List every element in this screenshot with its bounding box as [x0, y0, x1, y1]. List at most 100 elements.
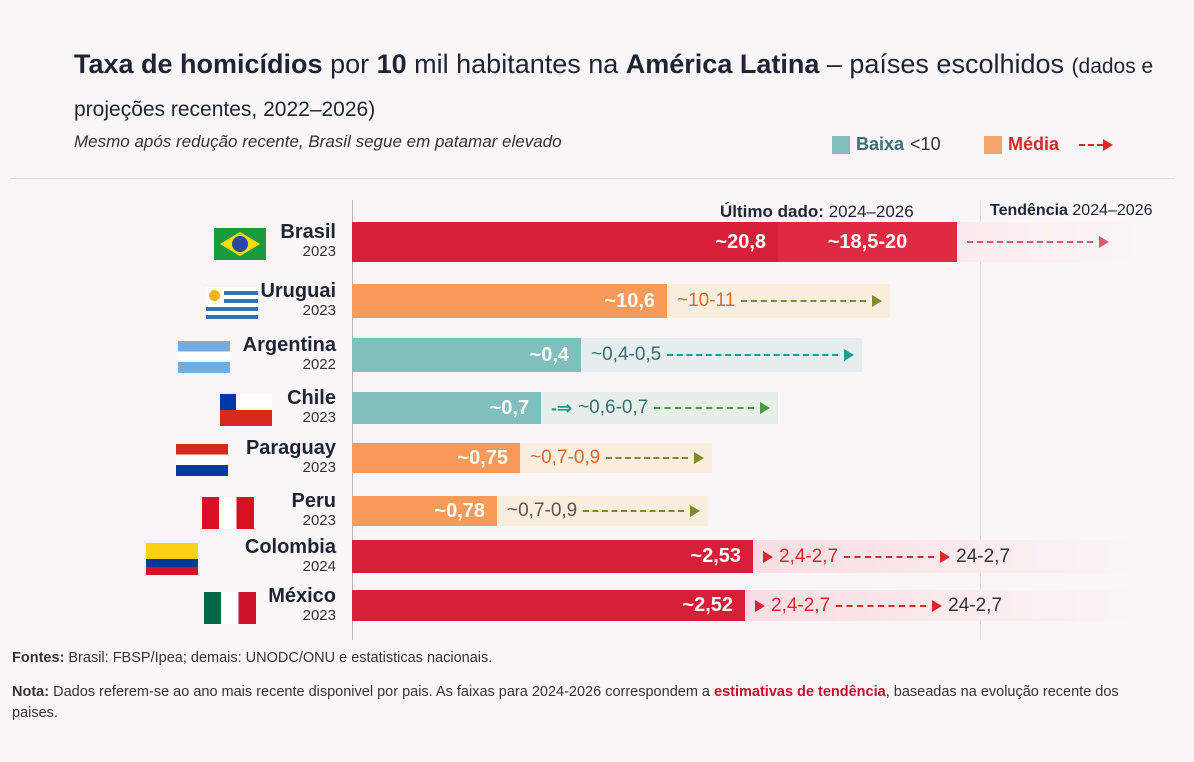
- country-name: Chile: [287, 387, 336, 409]
- title-part: mil habitantes na: [406, 49, 626, 79]
- flag-colombia-icon: [146, 542, 198, 575]
- year: 2023: [302, 302, 336, 319]
- double-arrow-icon: -⇒: [551, 397, 573, 418]
- arrow-icon: [1079, 138, 1114, 151]
- country-name: Peru: [291, 490, 336, 512]
- title-part: – países escolhidos: [819, 49, 1072, 79]
- header-last: Último dado: 2024–2026: [720, 202, 914, 221]
- year: 2023: [302, 512, 336, 529]
- value-bar: ~20,8: [352, 222, 778, 262]
- value-label: ~0,4: [529, 343, 569, 366]
- range-group: ~10-11: [667, 284, 890, 318]
- value-bar: ~0,78: [352, 496, 497, 526]
- row-label: Argentina 2022: [243, 334, 336, 373]
- arrow-icon: [932, 599, 943, 612]
- trend-label: 24-2,7: [948, 594, 1003, 616]
- year: 2023: [302, 243, 336, 260]
- value-label: ~2,52: [682, 594, 733, 616]
- note: Nota: Dados referem-se ao ano mais recen…: [12, 684, 1119, 721]
- row-paraguay: Paraguay 2023 ~0,75 ~0,7-0,9: [0, 437, 1194, 476]
- value-label: ~0,7: [489, 396, 529, 419]
- range-label: ~0,7-0,9: [530, 447, 601, 468]
- country-name: Argentina: [242, 334, 336, 356]
- year: 2024: [302, 557, 336, 575]
- range-label: 2,4-2,7: [779, 545, 839, 567]
- legend-label: Média: [1008, 134, 1060, 154]
- range-group: 2,4-2,7 24-2,7: [753, 540, 1135, 573]
- flag-brazil-icon: [214, 228, 266, 260]
- value-label: ~10,6: [604, 289, 655, 312]
- country-name: Uruguai: [260, 280, 336, 302]
- row-label: Uruguai 2023: [260, 280, 336, 319]
- chart-title: Taxa de homicídios por 10 mil habitantes…: [74, 44, 1154, 130]
- flag-paraguay-icon: [176, 444, 228, 476]
- subtitle: Mesmo após redução recente, Brasil segue…: [74, 132, 562, 151]
- title-small: (dados e projeções recentes, 2022–2026): [74, 55, 1154, 121]
- range-label: ~18,5-20: [827, 230, 908, 253]
- trend-divider: [980, 200, 981, 640]
- flag-mexico-icon: [204, 591, 256, 624]
- year: 2023: [302, 459, 336, 476]
- range-group: ~0,7-0,9: [497, 496, 708, 526]
- value-bar: ~2,53: [352, 540, 753, 573]
- range-label: 2,4-2,7: [771, 594, 831, 616]
- legend-label: Baixa: [856, 134, 905, 154]
- range-label: ~10-11: [677, 290, 736, 311]
- trend-arrow: [957, 222, 1109, 262]
- title-part: América Latina: [625, 49, 820, 79]
- value-label: ~0,75: [457, 446, 508, 469]
- flag-uruguay-icon: [206, 287, 258, 319]
- title-part: por: [322, 49, 377, 79]
- arrow-icon: [872, 295, 882, 307]
- arrow-icon: [760, 402, 770, 414]
- row-chile: Chile 2023 ~0,7 -⇒ ~0,6-0,7: [0, 387, 1194, 426]
- header-trend: Tendência 2024–2026: [990, 202, 1153, 219]
- arrow-icon: [763, 550, 773, 563]
- row-label: Colombia 2024: [245, 536, 336, 575]
- row-label: México 2023: [268, 585, 336, 624]
- country-name: Colombia: [244, 535, 336, 558]
- row-label: Paraguay 2023: [246, 437, 336, 476]
- arrow-icon: [940, 550, 951, 563]
- trend-label: 24-2,7: [956, 545, 1011, 567]
- range-label: ~0,6-0,7: [578, 397, 649, 418]
- range-group: ~0,7-0,9: [520, 443, 712, 473]
- title-part: Taxa de homicídios: [74, 49, 323, 79]
- arrow-icon: [690, 505, 700, 517]
- row-label: Brasil 2023: [280, 221, 336, 260]
- title-part: 10: [376, 49, 407, 79]
- arrow-icon: [755, 599, 765, 612]
- value-bar: ~10,6: [352, 284, 667, 318]
- arrow-icon: [844, 349, 854, 361]
- range-label: ~0,4-0,5: [591, 344, 662, 365]
- legend-swatch: [832, 135, 850, 154]
- row-brazil: Brasil 2023 ~20,8 ~18,5-20: [0, 221, 1194, 262]
- sources: Fontes: Brasil: FBSP/Ipea; demais: UNODC…: [12, 650, 493, 666]
- range-group: ~0,4-0,5: [581, 338, 862, 372]
- legend-baixa: Baixa <10: [832, 134, 941, 155]
- range-group: -⇒ ~0,6-0,7: [541, 392, 778, 424]
- country-name: Paraguay: [245, 437, 336, 459]
- country-name: Brasil: [280, 221, 336, 243]
- value-label: ~0,78: [434, 499, 485, 522]
- legend-media: Média: [984, 134, 1114, 155]
- arrow-icon: [694, 452, 704, 464]
- range-bar: ~18,5-20: [778, 222, 957, 262]
- year: 2023: [302, 606, 336, 624]
- flag-peru-icon: [202, 497, 254, 529]
- value-label: ~2,53: [690, 545, 741, 567]
- value-bar: ~0,7: [352, 392, 541, 424]
- row-argentina: Argentina 2022 ~0,4 ~0,4-0,5: [0, 334, 1194, 373]
- row-colombia: Colombia 2024 ~2,53 2,4-2,7 24-2,7: [0, 536, 1194, 575]
- year: 2022: [302, 356, 336, 373]
- row-label: Chile 2023: [287, 387, 336, 426]
- row-mexico: México 2023 ~2,52 2,4-2,7 24-2,7: [0, 585, 1194, 624]
- value-bar: ~0,75: [352, 443, 520, 473]
- value-bar: ~0,4: [352, 338, 581, 372]
- country-name: México: [268, 584, 336, 607]
- range-label: ~0,7-0,9: [507, 500, 578, 521]
- flag-chile-icon: [220, 394, 272, 426]
- row-label: Peru 2023: [292, 490, 336, 529]
- legend-swatch: [984, 135, 1002, 154]
- year: 2023: [302, 409, 336, 426]
